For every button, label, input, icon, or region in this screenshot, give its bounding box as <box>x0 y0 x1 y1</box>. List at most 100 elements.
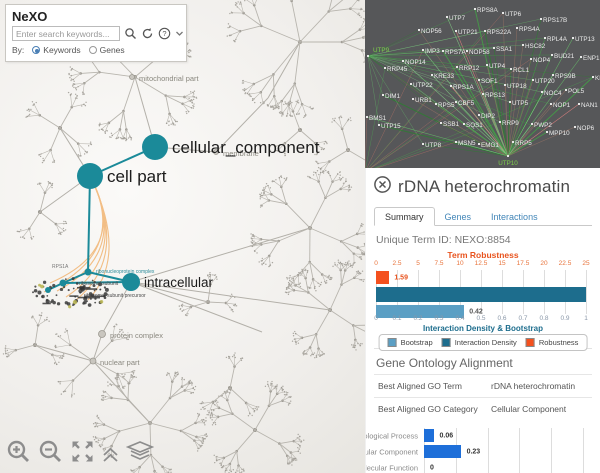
gene-node[interactable] <box>565 89 567 91</box>
gene-node[interactable] <box>378 124 380 126</box>
gene-node[interactable] <box>499 121 501 123</box>
collapse-all-button[interactable] <box>102 445 119 469</box>
gene-node-label[interactable]: UTP20 <box>535 78 555 85</box>
tab-summary[interactable]: Summary <box>374 207 435 226</box>
gene-node-label[interactable]: ENP1 <box>583 55 600 62</box>
gene-node[interactable] <box>541 91 543 93</box>
gene-node[interactable] <box>466 50 468 52</box>
go-score-bar[interactable] <box>424 445 461 458</box>
gene-node[interactable] <box>478 143 480 145</box>
interaction-density-bar[interactable] <box>376 287 586 302</box>
cluster-term-label[interactable]: ribosomal subunit precursor <box>84 293 146 299</box>
gene-node[interactable] <box>450 85 452 87</box>
search-icon[interactable] <box>124 27 137 40</box>
cluster-term-node[interactable] <box>59 279 67 287</box>
zoom-in-button[interactable] <box>6 439 31 469</box>
ontology-graph-pane[interactable]: mitochondrial part membrane protein comple… <box>0 0 365 473</box>
gene-node[interactable] <box>486 64 488 66</box>
tab-interactions[interactable]: Interactions <box>491 212 538 222</box>
gene-node[interactable] <box>482 93 484 95</box>
gene-node[interactable] <box>592 76 594 78</box>
gene-node-label[interactable]: NOP58 <box>469 49 490 56</box>
gene-node-label[interactable]: SOF1 <box>481 78 498 85</box>
term-node[interactable] <box>98 330 106 338</box>
gene-node[interactable] <box>540 18 542 20</box>
gene-node-label[interactable]: POL5 <box>568 88 585 95</box>
cluster-term-label[interactable]: RPS1A <box>52 264 69 270</box>
gene-node[interactable] <box>455 30 457 32</box>
gene-node-label[interactable]: RPS17B <box>543 17 567 24</box>
gene-node[interactable] <box>546 131 548 133</box>
gene-node-label[interactable]: UTP21 <box>458 29 478 36</box>
layers-button[interactable] <box>125 440 155 469</box>
gene-node[interactable] <box>572 37 574 39</box>
refresh-icon[interactable] <box>141 27 154 40</box>
gene-node[interactable] <box>463 123 465 125</box>
gene-node[interactable] <box>422 143 424 145</box>
gene-node-label[interactable]: MPP10 <box>549 130 570 137</box>
gene-node-label[interactable]: RCL1 <box>513 67 530 74</box>
gene-node[interactable] <box>507 155 509 157</box>
gene-node-label[interactable]: NOP14 <box>405 59 426 66</box>
ontology-graph-canvas[interactable]: mitochondrial part membrane protein comple… <box>0 0 365 473</box>
gene-node-label[interactable]: EMG1 <box>481 142 499 149</box>
search-input[interactable] <box>12 26 120 41</box>
cluster-term-label[interactable]: ribonucleoprotein complex <box>96 269 155 275</box>
gene-node[interactable] <box>366 116 368 118</box>
fit-to-window-button[interactable] <box>70 439 95 469</box>
gene-node[interactable] <box>516 27 518 29</box>
gene-node[interactable] <box>478 79 480 81</box>
gene-node-label[interactable]: UTP9 <box>373 47 390 54</box>
gene-node[interactable] <box>522 44 524 46</box>
gene-node[interactable] <box>435 103 437 105</box>
gene-node-label[interactable]: UTP13 <box>575 36 595 43</box>
term-label[interactable]: nuclear part <box>100 358 141 367</box>
gene-node-label[interactable]: SQS1 <box>466 122 483 129</box>
gene-node-label[interactable]: DIP2 <box>481 113 495 120</box>
gene-node-label[interactable]: UTP18 <box>507 83 527 90</box>
gene-node-label[interactable]: RPS8A <box>477 7 498 14</box>
gene-node-label[interactable]: UTP4 <box>489 63 506 70</box>
gene-node[interactable] <box>402 60 404 62</box>
gene-node[interactable] <box>530 58 532 60</box>
gene-node[interactable] <box>574 126 576 128</box>
gene-node[interactable] <box>478 114 480 116</box>
gene-node-label[interactable]: BUD21 <box>554 53 575 60</box>
gene-node[interactable] <box>493 47 495 49</box>
gene-node-label[interactable]: RPL4A <box>547 36 568 43</box>
close-icon[interactable] <box>374 176 391 198</box>
selected-term-label[interactable]: cellular_component <box>172 138 320 157</box>
gene-node-label[interactable]: NAN1 <box>581 102 598 109</box>
gene-node[interactable] <box>442 50 444 52</box>
gene-node[interactable] <box>474 8 476 10</box>
gene-node-label[interactable]: RPS4A <box>519 26 540 33</box>
gene-node[interactable] <box>455 141 457 143</box>
gene-node-label[interactable]: CBF5 <box>458 100 475 107</box>
cluster-term-node[interactable] <box>45 287 51 293</box>
gene-node-label[interactable]: UTP22 <box>413 82 433 89</box>
gene-node[interactable] <box>446 16 448 18</box>
gene-node[interactable] <box>578 103 580 105</box>
bootstrap-bar[interactable] <box>376 305 465 318</box>
robustness-bar[interactable] <box>376 271 390 284</box>
term-label[interactable]: membrane <box>223 149 259 158</box>
term-node[interactable] <box>89 357 97 365</box>
gene-node-label[interactable]: IMP3 <box>425 48 440 55</box>
gene-node[interactable] <box>510 68 512 70</box>
gene-node-label[interactable]: UTP6 <box>505 11 522 18</box>
help-icon[interactable]: ? <box>158 27 171 40</box>
gene-node-label[interactable]: UTP8 <box>425 142 442 149</box>
radio-genes-label[interactable]: Genes <box>99 45 125 55</box>
gene-node[interactable] <box>382 94 384 96</box>
gene-node[interactable] <box>440 122 442 124</box>
term-label[interactable]: protein complex <box>110 331 163 340</box>
gene-node-label[interactable]: NOP6 <box>577 125 595 132</box>
gene-node-label[interactable]: RPS1A <box>453 84 474 91</box>
selected-term-label[interactable]: intracellular <box>144 275 214 290</box>
gene-node-label[interactable]: NOC4 <box>544 90 562 97</box>
gene-node-label[interactable]: RPS22A <box>487 29 512 36</box>
gene-node-label[interactable]: UTP15 <box>381 123 401 130</box>
radio-keywords-label[interactable]: Keywords <box>43 45 81 55</box>
gene-node-label[interactable]: URB1 <box>415 97 432 104</box>
term-node[interactable] <box>213 149 219 155</box>
